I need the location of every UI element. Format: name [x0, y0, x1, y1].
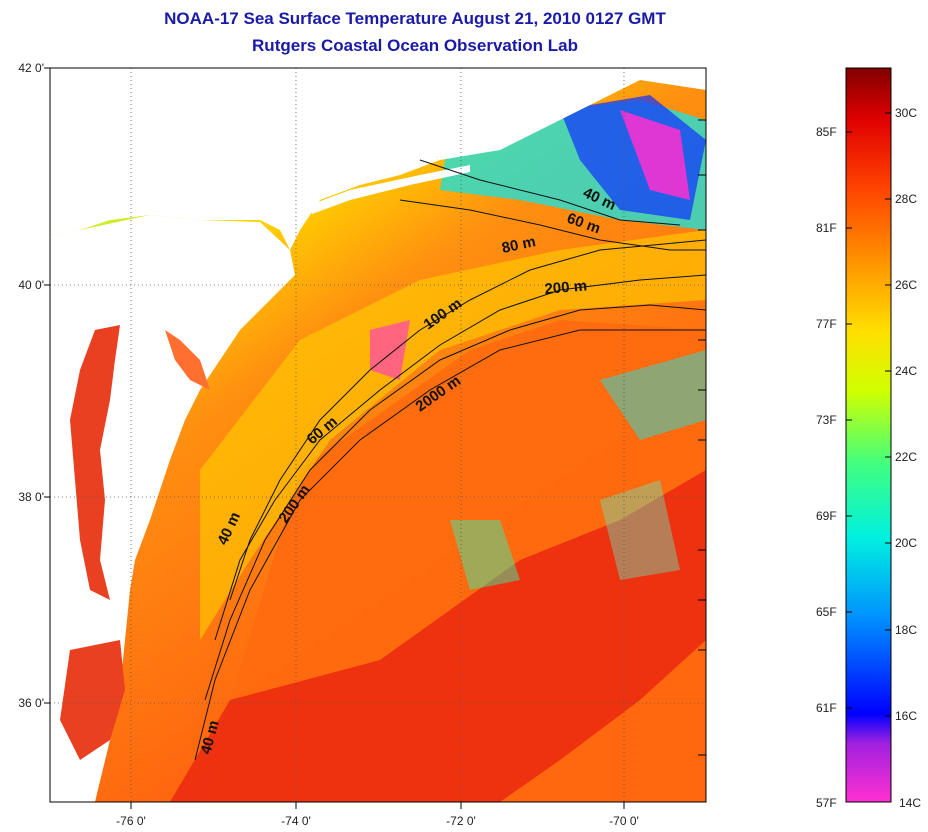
lat-tick-label: 42 0' — [18, 61, 44, 75]
lat-tick-label: 38 0' — [18, 490, 44, 504]
lon-tick-label: -72 0' — [446, 814, 476, 828]
colorbar-label-f: 69F — [816, 509, 837, 523]
colorbar-label-c: 24C — [895, 364, 918, 378]
colorbar-label-f: 77F — [816, 317, 837, 331]
axis-ticks — [44, 67, 706, 809]
lat-tick-label: 36 0' — [18, 696, 44, 710]
colorbar-label-f: 81F — [816, 221, 837, 235]
colorbar-label-c: 14C — [899, 796, 922, 810]
colorbar-label-c: 18C — [895, 623, 918, 637]
colorbar-label-c: 20C — [895, 536, 918, 550]
colorbar-ticks — [846, 112, 891, 717]
colorbar-label-c: 28C — [895, 192, 918, 206]
contour-label: 200 m — [544, 277, 588, 298]
lon-tick-label: -74 0' — [281, 814, 311, 828]
bathymetry-contours — [194, 159, 707, 761]
contour-label: 80 m — [500, 233, 537, 257]
lat-tick-label: 40 0' — [18, 278, 44, 292]
colorbar-label-c: 26C — [895, 278, 918, 292]
colorbar-label-c: 30C — [895, 106, 918, 120]
colorbar — [845, 67, 892, 803]
lon-tick-label: -70 0' — [609, 814, 639, 828]
map-subtitle: Rutgers Coastal Ocean Observation Lab — [252, 36, 578, 55]
map-frame — [49, 67, 707, 803]
colorbar-label-c: 16C — [895, 709, 918, 723]
colorbar-label-f: 57F — [816, 796, 837, 810]
colorbar-label-f: 73F — [816, 413, 837, 427]
colorbar-label-f: 85F — [816, 125, 837, 139]
map-title: NOAA-17 Sea Surface Temperature August 2… — [164, 9, 666, 28]
lon-tick-label: -76 0' — [116, 814, 146, 828]
colorbar-label-c: 22C — [895, 450, 918, 464]
colorbar-label-f: 61F — [816, 701, 837, 715]
colorbar-label-f: 65F — [816, 605, 837, 619]
graticule — [50, 68, 706, 802]
map-imagery — [50, 68, 706, 802]
